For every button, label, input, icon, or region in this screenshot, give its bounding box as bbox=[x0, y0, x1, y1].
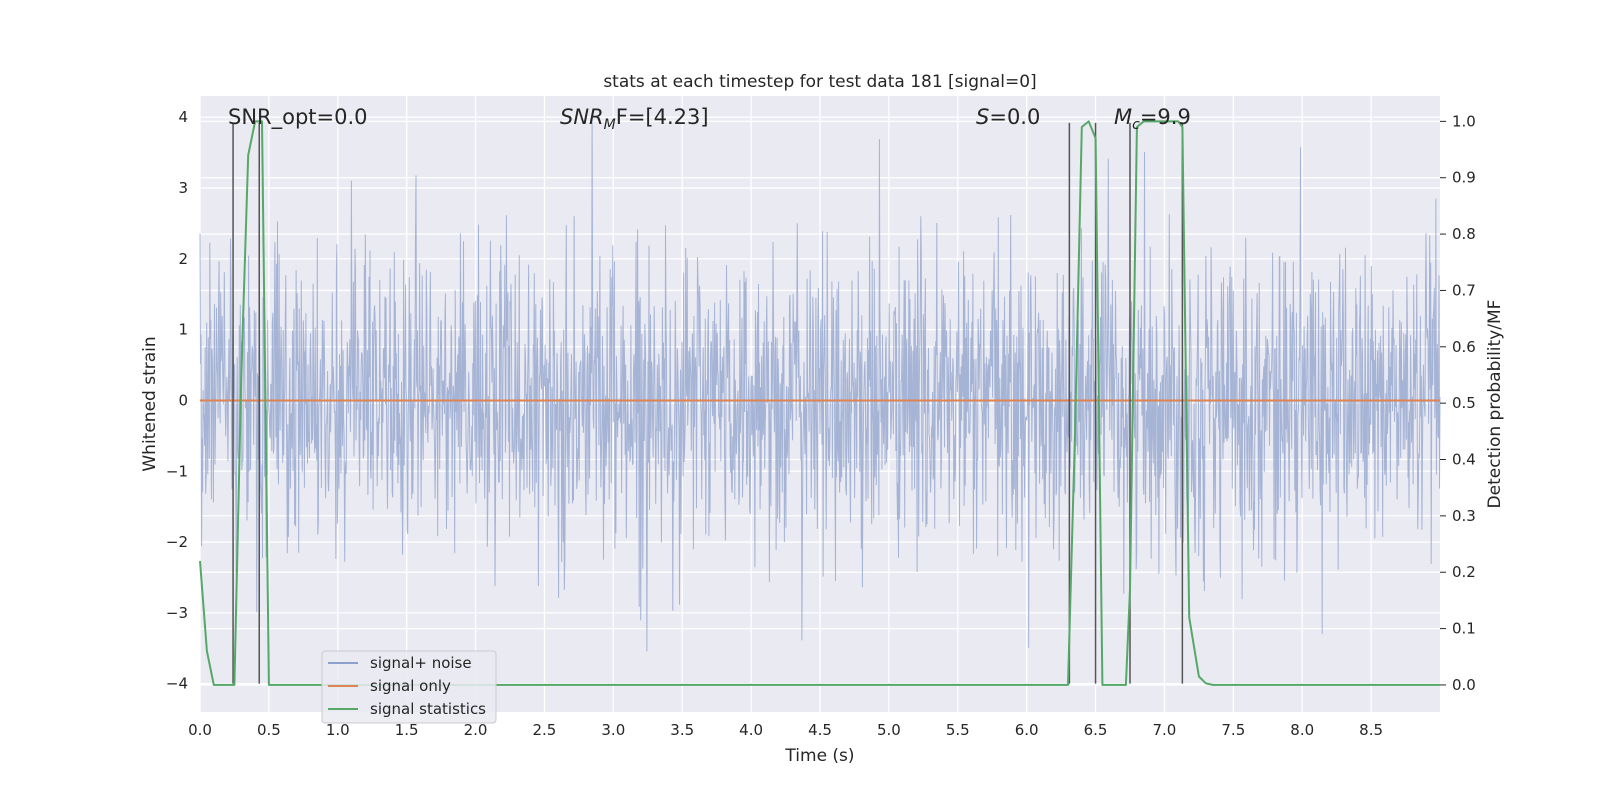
annotation-snr-mf-rest: F=[4.23] bbox=[616, 105, 709, 129]
annotation-snr-opt: SNR_opt=0.0 bbox=[228, 105, 368, 130]
x-tick-label: 2.0 bbox=[464, 721, 488, 739]
x-tick-label: 4.5 bbox=[808, 721, 832, 739]
y-right-tick-label: 1.0 bbox=[1452, 112, 1476, 130]
x-tick-label: 3.5 bbox=[670, 721, 694, 739]
y-right-tick-label: 0.8 bbox=[1452, 225, 1476, 243]
x-tick-label: 1.0 bbox=[326, 721, 350, 739]
annotation-snr-mf: SNRMF=[4.23] bbox=[560, 105, 709, 133]
x-tick-label: 0.0 bbox=[188, 721, 212, 739]
x-tick-label: 2.5 bbox=[533, 721, 557, 739]
y-right-tick-label: 0.9 bbox=[1452, 169, 1476, 187]
annotation-mc-base: M bbox=[1114, 105, 1132, 129]
x-tick-label: 5.0 bbox=[877, 721, 901, 739]
x-tick-label: 4.0 bbox=[739, 721, 763, 739]
annotation-mc-rest: =9.9 bbox=[1140, 105, 1191, 129]
y-tick-label: 4 bbox=[178, 108, 188, 126]
y-right-tick-label: 0.3 bbox=[1452, 507, 1476, 525]
y-right-tick-label: 0.2 bbox=[1452, 563, 1476, 581]
legend-box bbox=[321, 650, 497, 724]
y-axis-label: Whitened strain bbox=[140, 336, 160, 471]
x-tick-label: 7.0 bbox=[1153, 721, 1177, 739]
x-tick-label: 7.5 bbox=[1221, 721, 1245, 739]
noise-series bbox=[199, 117, 1441, 652]
x-tick-label: 8.0 bbox=[1290, 721, 1314, 739]
annotation-mc-sub: c bbox=[1132, 117, 1140, 133]
y-right-tick-label: 0.6 bbox=[1452, 338, 1476, 356]
legend: signal+ noise signal only signal statist… bbox=[321, 650, 497, 724]
legend-label-signal: signal only bbox=[370, 677, 451, 695]
x-tick-label: 5.5 bbox=[946, 721, 970, 739]
x-axis-label: Time (s) bbox=[784, 746, 854, 766]
y-tick-label: −2 bbox=[166, 533, 188, 551]
x-tick-label: 1.5 bbox=[395, 721, 419, 739]
annotation-s-rest: =0.0 bbox=[989, 105, 1040, 129]
annotation-s-value: S=0.0 bbox=[976, 105, 1040, 129]
noise-line bbox=[199, 117, 1441, 652]
signal-statistics-series bbox=[199, 120, 1440, 686]
y-tick-label: 2 bbox=[178, 250, 188, 268]
x-tick-label: 6.0 bbox=[1015, 721, 1039, 739]
y-right-tick-label: 0.0 bbox=[1452, 676, 1476, 694]
annotation-mc-value: Mc=9.9 bbox=[1114, 105, 1191, 133]
y-tick-label: 0 bbox=[178, 391, 188, 409]
y-tick-label: 3 bbox=[178, 179, 188, 197]
x-tick-label: 8.5 bbox=[1359, 721, 1383, 739]
x-tick-label: 0.5 bbox=[257, 721, 281, 739]
y-right-tick-label: 0.4 bbox=[1452, 451, 1476, 469]
y-right-tick-label: 0.1 bbox=[1452, 620, 1476, 638]
y-tick-label: −3 bbox=[166, 604, 188, 622]
annotation-s-base: S bbox=[976, 105, 989, 129]
y-tick-label: −4 bbox=[166, 675, 188, 693]
chart-title: stats at each timestep for test data 181… bbox=[603, 72, 1036, 92]
y-axis-right-label: Detection probability/MF bbox=[1485, 300, 1505, 509]
y-tick-label: 1 bbox=[178, 321, 188, 339]
annotation-snr-mf-sub: M bbox=[604, 117, 616, 133]
legend-label-stats: signal statistics bbox=[370, 700, 486, 718]
annotation-snr-mf-base: SNR bbox=[560, 105, 604, 129]
x-tick-label: 3.0 bbox=[601, 721, 625, 739]
signal-statistics-line bbox=[199, 120, 1440, 686]
y-right-tick-label: 0.7 bbox=[1452, 281, 1476, 299]
y-right-tick-label: 0.5 bbox=[1452, 394, 1476, 412]
tick-labels: 0.0 0.5 1.0 1.5 2.0 2.5 3.0 3.5 4.0 4.5 5.0 5.5 6.0 6… bbox=[166, 108, 1476, 739]
legend-label-noise: signal+ noise bbox=[370, 654, 472, 672]
x-tick-label: 6.5 bbox=[1084, 721, 1108, 739]
y-tick-label: −1 bbox=[166, 462, 188, 480]
